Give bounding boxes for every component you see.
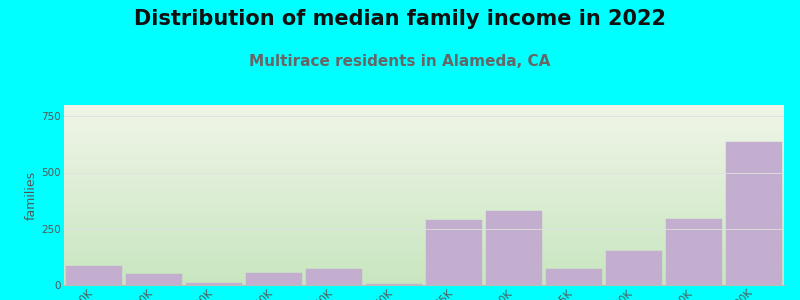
Bar: [126, 274, 182, 285]
Bar: [726, 142, 782, 285]
Bar: [426, 220, 482, 285]
Bar: [486, 211, 542, 285]
Bar: [366, 284, 422, 285]
Bar: [66, 266, 122, 285]
Bar: [546, 269, 602, 285]
Bar: [186, 283, 242, 285]
Bar: [606, 251, 662, 285]
Y-axis label: families: families: [24, 170, 38, 220]
Text: Multirace residents in Alameda, CA: Multirace residents in Alameda, CA: [250, 54, 550, 69]
Bar: [306, 269, 362, 285]
Bar: [246, 273, 302, 285]
Text: Distribution of median family income in 2022: Distribution of median family income in …: [134, 9, 666, 29]
Bar: [666, 219, 722, 285]
